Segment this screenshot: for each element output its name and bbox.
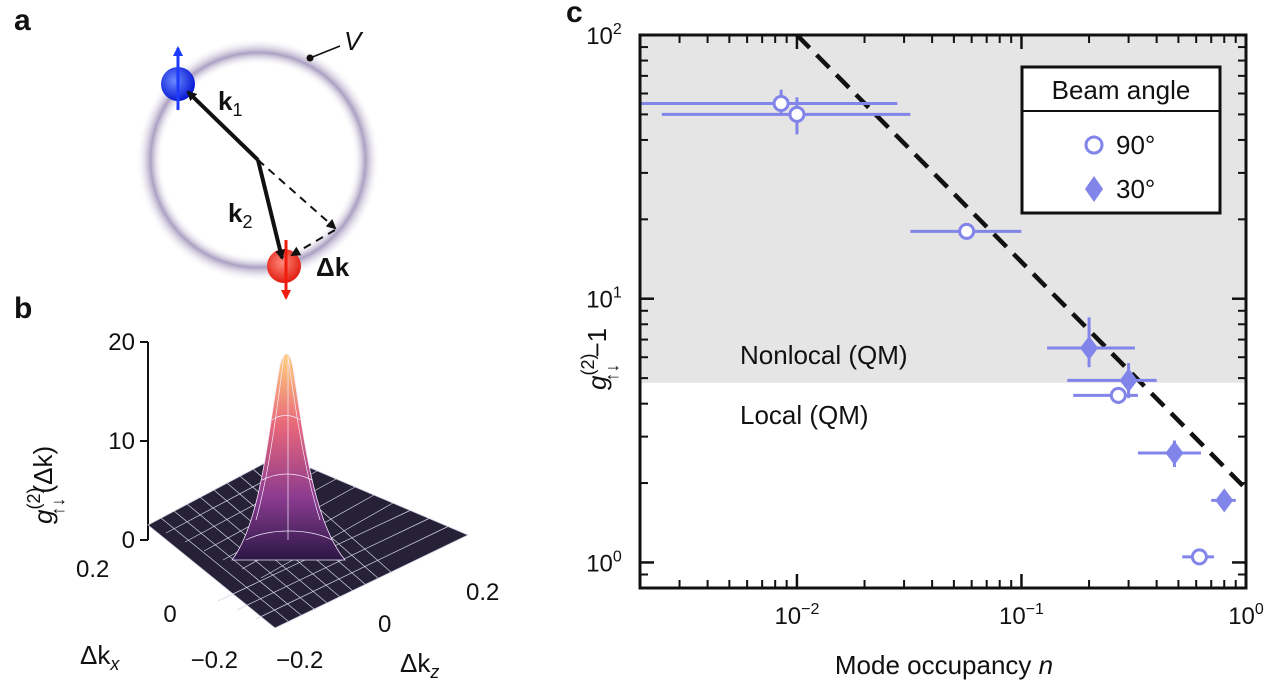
panel-b: b 20 10 0 g(2) ↑↓(Δk) <box>14 292 499 682</box>
local-region-label: Local (QM) <box>740 400 869 430</box>
kz-tick-label: 0.2 <box>466 579 499 606</box>
panel-a-letter: a <box>14 4 31 37</box>
data-point-open-circle <box>772 94 790 112</box>
x-tick-label: 10−2 <box>774 601 819 630</box>
reference-vector-dashed <box>257 159 337 230</box>
data-point-open-circle <box>788 105 806 123</box>
series-diamonds <box>1047 317 1236 513</box>
panel-a: a V k1 k2 Δk <box>14 4 380 300</box>
legend-marker-open-circle <box>1084 135 1104 155</box>
data-point-diamond <box>1119 368 1138 393</box>
k1-label: k1 <box>218 86 242 120</box>
y-tick-label: 100 <box>586 548 622 577</box>
y-axis-label: g(2) ↑↓−1 <box>578 328 622 390</box>
kx-tick-label: 0 <box>163 601 176 628</box>
legend-label: 30° <box>1116 174 1155 204</box>
kz-tick-label: 0 <box>378 611 391 638</box>
legend: Beam angle 90° 30° <box>1020 65 1222 215</box>
fit-line-dashed <box>795 35 1246 491</box>
data-point-open-circle <box>1190 548 1208 566</box>
nonlocal-region-label: Nonlocal (QM) <box>740 340 908 370</box>
kz-tick-label: −0.2 <box>276 647 323 674</box>
panel-b-letter: b <box>14 292 32 325</box>
data-point-open-circle <box>1109 386 1127 404</box>
ring-label-leader <box>309 45 341 59</box>
x-tick-label: 100 <box>1228 601 1264 630</box>
legend-box <box>1020 65 1222 215</box>
x-tick-label: 10−1 <box>999 601 1044 630</box>
svg-text:g(2)↑↓(Δk): g(2) ↑↓(Δk) <box>24 446 68 524</box>
k2-vector-arrow <box>256 159 285 260</box>
y-tick-label: 102 <box>586 21 622 50</box>
red-atom-icon <box>267 249 301 283</box>
y-tick-label: 101 <box>586 285 622 314</box>
data-point-diamond <box>1080 336 1099 361</box>
k1-vector-arrow <box>186 90 260 162</box>
z-tick-label: 20 <box>108 329 135 356</box>
legend-title: Beam angle <box>1052 75 1191 105</box>
data-point-open-circle <box>958 222 976 240</box>
panel-b-z-label: g(2) ↑↓(Δk) <box>24 446 68 524</box>
kx-tick-label: 0.2 <box>76 556 109 583</box>
data-point-diamond <box>1215 488 1234 513</box>
z-tick-label: 10 <box>108 428 135 455</box>
panel-c: c 10−2 10−1 100 100 101 102 Nonlocal (QM) Loc… <box>566 0 1264 680</box>
plot-frame <box>638 33 1248 590</box>
peak-mesh <box>245 355 333 541</box>
kz-axis-label: Δkz <box>400 648 439 682</box>
data-point-diamond <box>1165 441 1184 466</box>
delta-k-label: Δk <box>316 252 350 282</box>
kx-tick-label: −0.2 <box>191 647 238 674</box>
panel-c-letter: c <box>566 0 583 29</box>
ring-label-dot <box>306 54 314 62</box>
ring-label-v: V <box>344 26 364 56</box>
svg-text:g(2)↑↓−1: g(2) ↑↓−1 <box>578 328 622 390</box>
legend-marker-diamond <box>1085 176 1103 202</box>
k2-label: k2 <box>228 198 252 232</box>
z-tick-label: 0 <box>122 527 135 554</box>
kx-axis-label: Δkx <box>80 640 120 674</box>
legend-label: 90° <box>1116 130 1155 160</box>
x-axis-label: Mode occupancy n <box>835 650 1053 680</box>
